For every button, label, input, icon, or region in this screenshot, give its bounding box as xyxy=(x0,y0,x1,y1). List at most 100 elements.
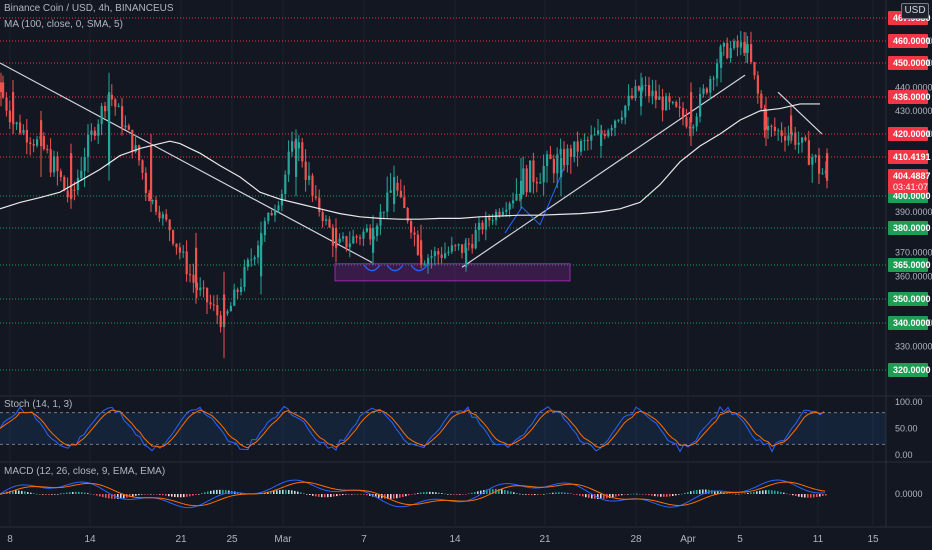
candle xyxy=(753,61,756,80)
ma-legend[interactable]: MA (100, close, 0, SMA, 5) xyxy=(4,19,123,30)
candle-body xyxy=(671,102,674,104)
candle xyxy=(569,144,572,174)
candle-body xyxy=(641,85,644,91)
candle xyxy=(236,287,239,300)
candle-body xyxy=(501,211,504,215)
candle xyxy=(277,201,280,213)
candle xyxy=(627,84,630,111)
candle-body xyxy=(631,95,634,99)
macd-histogram-bar xyxy=(60,493,62,495)
macd-histogram-bar xyxy=(120,494,122,499)
macd-histogram-bar xyxy=(540,494,542,495)
candle-body xyxy=(620,117,623,120)
candle-body xyxy=(765,110,768,130)
candle xyxy=(580,138,583,156)
candle-body xyxy=(195,247,198,288)
macd-histogram-bar xyxy=(417,493,419,494)
candle xyxy=(522,156,525,195)
candle-body xyxy=(100,105,103,124)
candle xyxy=(542,154,545,196)
macd-histogram-bar xyxy=(273,490,275,494)
candle xyxy=(552,154,555,183)
macd-histogram-bar xyxy=(519,493,521,495)
candle xyxy=(199,277,202,297)
candle-body xyxy=(690,92,693,123)
candle-body xyxy=(712,78,715,80)
key-candle xyxy=(720,45,723,83)
candle xyxy=(22,124,25,136)
uptrend-line xyxy=(461,74,746,268)
candle xyxy=(644,76,647,97)
candle xyxy=(216,294,219,324)
candle xyxy=(19,114,22,135)
candle-body xyxy=(720,52,723,68)
macd-histogram-bar xyxy=(93,494,95,495)
candle-body xyxy=(0,82,3,93)
macd-histogram-bar xyxy=(426,491,428,494)
macd-histogram-bar xyxy=(507,490,509,494)
candle xyxy=(576,131,579,167)
candle-body xyxy=(784,136,787,141)
macd-histogram-bar xyxy=(141,494,143,495)
candle xyxy=(770,124,773,137)
candle xyxy=(240,278,243,296)
candle-body xyxy=(148,192,151,202)
macd-histogram-bar xyxy=(69,492,71,494)
candle-body xyxy=(155,200,158,212)
price-tick-label: 440.0000 xyxy=(895,82,932,92)
level-price-label: 460.0000 xyxy=(893,36,931,46)
time-axis[interactable]: 8 14 21 25 Mar 7 14 21 28 Apr 5 11 15 xyxy=(7,534,879,545)
candle xyxy=(93,126,96,141)
currency-badge[interactable]: USD xyxy=(901,3,929,19)
stoch-legend[interactable]: Stoch (14, 1, 3) xyxy=(4,399,73,410)
macd-histogram-bar xyxy=(786,493,788,495)
candle-body xyxy=(410,221,413,233)
macd-histogram-bar xyxy=(666,494,668,497)
candle xyxy=(165,209,168,222)
candle-body xyxy=(658,96,661,100)
candle-body xyxy=(331,227,334,246)
level-price-label: 400.0000 xyxy=(893,191,931,201)
candle-body xyxy=(566,148,569,166)
macd-histogram-bar xyxy=(474,492,476,494)
candle xyxy=(185,240,188,282)
candle xyxy=(668,92,671,110)
macd-histogram-bar xyxy=(276,490,278,494)
macd-histogram-bar xyxy=(96,494,98,496)
macd-histogram-bar xyxy=(297,491,299,494)
candle xyxy=(491,213,494,225)
level-price-label: 340.0000 xyxy=(893,318,931,328)
candle-body xyxy=(59,171,62,177)
level-price-label: 420.0000 xyxy=(893,129,931,139)
candle-body xyxy=(260,232,263,277)
macd-histogram-bar xyxy=(534,494,536,496)
candle xyxy=(658,84,661,100)
price-axis[interactable]: 330.0000 340.0000 360.0000 370.0000 390.0000… xyxy=(888,11,932,377)
candle-body xyxy=(369,228,372,240)
macd-histogram-bar xyxy=(282,489,284,494)
macd-histogram-bar xyxy=(444,493,446,495)
candle xyxy=(454,244,457,252)
candle-body xyxy=(396,182,399,191)
candle-body xyxy=(342,236,345,239)
macd-histogram-bar xyxy=(51,494,53,495)
time-tick-label: 25 xyxy=(226,534,238,545)
price-tick-label: 370.0000 xyxy=(895,248,932,258)
candle xyxy=(712,75,715,91)
macd-histogram-bar xyxy=(465,494,467,495)
macd-histogram-bar xyxy=(354,493,356,495)
candle-body xyxy=(457,244,460,246)
macd-histogram-bar xyxy=(528,494,530,496)
macd-histogram-bar xyxy=(672,494,674,496)
candle-body xyxy=(318,197,321,212)
candle-body xyxy=(692,126,695,129)
candle xyxy=(114,97,117,116)
candle-body xyxy=(423,264,426,266)
candle-body xyxy=(49,149,52,173)
macd-histogram-bar xyxy=(168,494,170,497)
macd-histogram-bar xyxy=(171,494,173,497)
candle xyxy=(25,119,28,155)
macd-legend[interactable]: MACD (12, 26, close, 9, EMA, EMA) xyxy=(4,466,166,477)
candle-body xyxy=(108,92,111,166)
